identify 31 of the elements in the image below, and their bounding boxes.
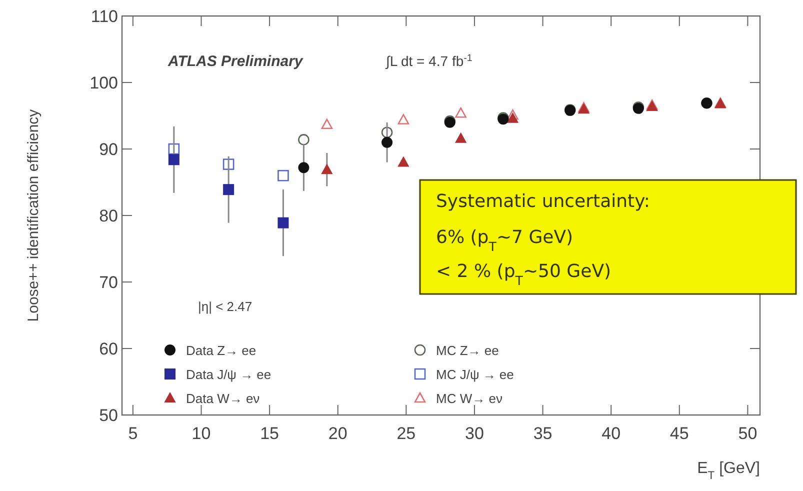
annotation: < 2 % (p$_{T}$~50 GeV) (436, 261, 612, 288)
x-tick-label: 50 (738, 424, 758, 443)
annotation: 6% (p$_{T}$~7 GeV) (436, 227, 574, 254)
y-axis-title: Loose++ identification efficiency (25, 108, 42, 322)
x-tick-label: 5 (128, 424, 138, 443)
y-tick-label: 80 (99, 206, 118, 226)
legend-label: Data Z→ ee (186, 343, 256, 358)
x-tick-label: 25 (396, 424, 416, 443)
y-tick-label: 70 (99, 273, 118, 292)
y-tick-label: 100 (90, 74, 118, 92)
x-tick-label: 40 (602, 424, 621, 443)
annotation: |η| < 2.47 (198, 299, 252, 314)
legend-label: MC J/ψ → ee (436, 367, 514, 382)
x-tick-label: 30 (465, 424, 484, 443)
legend-label: Data W→ eν (186, 391, 260, 406)
x-tick-label: 45 (670, 424, 689, 443)
x-tick-label: 15 (260, 424, 280, 443)
legend-label: MC W→ eν (436, 391, 502, 406)
annotation: ATLAS Preliminary (167, 53, 304, 70)
annotation: Systematic uncertainty: (436, 191, 650, 212)
y-tick-label: 60 (99, 340, 118, 358)
y-tick-label: 110 (90, 7, 118, 26)
y-tick-label: 50 (99, 406, 118, 425)
legend-label: MC Z→ ee (436, 343, 499, 358)
x-tick-label: 20 (328, 424, 348, 443)
annotation: ∫L dt = 4.7 fb$^{-1}$ (385, 52, 472, 69)
x-tick-label: 10 (192, 424, 211, 443)
legend-label: Data J/ψ → ee (186, 367, 272, 382)
x-axis-title: E$_{T}$ [GeV] (697, 460, 760, 482)
y-tick-label: 90 (99, 140, 118, 159)
x-tick-label: 35 (533, 424, 552, 443)
